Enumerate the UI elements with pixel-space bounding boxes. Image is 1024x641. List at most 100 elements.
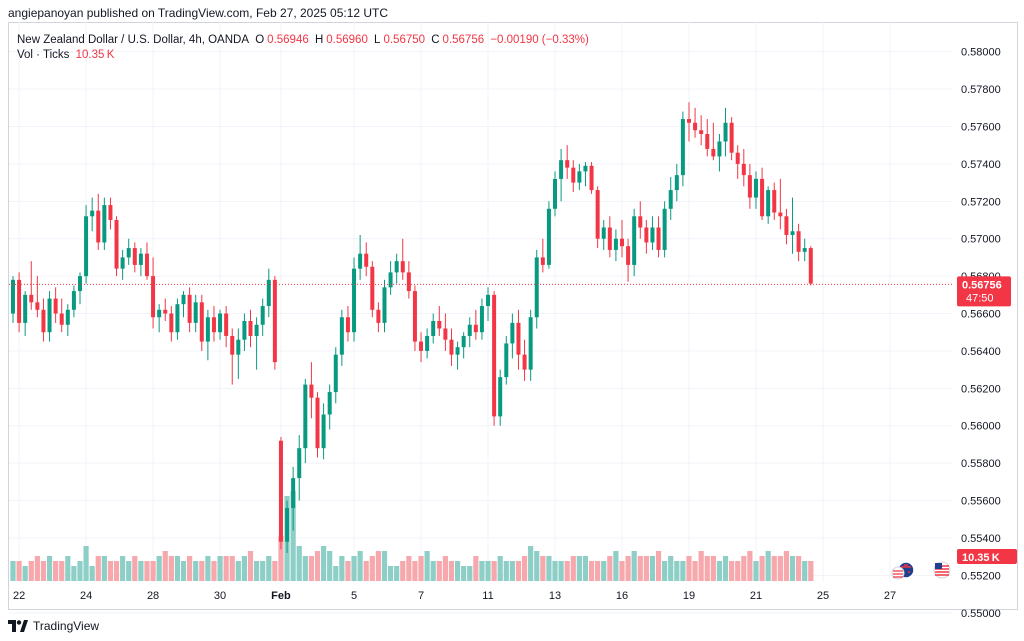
candle-body [236,339,241,355]
volume-bar [753,561,759,581]
candle-body [504,343,509,378]
volume-bar [637,556,643,581]
volume-bar [704,556,710,581]
x-tick-label: 25 [817,590,829,602]
x-tick-label: 21 [750,590,762,602]
volume-badge-label: 10.35 K [962,552,1000,564]
candle-body [108,205,113,221]
candle-body [23,294,28,323]
volume-bar [278,536,284,581]
y-tick-label: 0.57800 [961,84,1001,96]
candle-body [193,302,198,323]
candle-body [668,190,673,209]
candle-body [218,313,223,333]
candle-body [699,130,704,134]
candle-body [345,317,350,333]
volume-bar [497,556,503,581]
volume-bar [771,556,777,581]
volume-bar [46,556,53,581]
volume-bar [710,556,716,581]
candle-body [534,257,539,318]
candle-body [364,253,369,267]
y-tick-label: 0.56200 [961,383,1001,395]
candle-body [138,253,143,265]
candle-body [406,272,411,292]
volume-bar [187,556,193,581]
time-axis[interactable]: 22 24 28 30 Feb 5 7 11 13 16 19 21 25 27 [13,590,896,602]
volume-bar [28,561,34,581]
candle-body [187,294,192,323]
volume-bar [649,556,656,581]
volume-bar [412,561,418,581]
candle-body [285,508,290,542]
volume-bar [808,561,814,581]
volume-bar [156,556,162,581]
x-tick-label: Feb [271,590,291,602]
volume-bar [668,556,674,581]
x-tick-label: 11 [482,590,493,602]
price-axis[interactable]: 0.58000 0.57800 0.57600 0.57400 0.57200 0.570… [961,47,1001,620]
candle-body [321,414,326,449]
candle-body [157,309,162,318]
volume-bar [314,551,321,581]
volume-legend: Vol · Ticks 10.35 K [17,48,592,63]
candle-body [77,276,82,292]
volume-bar [485,561,491,581]
volume-bar [625,556,631,581]
volume-label[interactable]: Vol · Ticks [17,49,70,61]
us-flag-icon [933,561,951,579]
candle-body [400,261,405,273]
candle-body [729,122,734,153]
tradingview-logo-icon[interactable] [8,620,28,632]
candle-body [747,175,752,198]
volume-bar [363,561,369,581]
candle-body [358,253,363,269]
candle-body [473,324,478,333]
candle-body [41,309,46,333]
x-tick-label: 24 [80,590,92,602]
candle-body [120,257,125,269]
candle-body [90,210,95,217]
volume-bar [351,556,357,581]
candle-body [175,304,180,333]
symbol-title[interactable]: New Zealand Dollar / U.S. Dollar, 4h, OA… [17,34,250,46]
volume-bar [662,561,668,581]
volume-bar [193,561,199,581]
x-tick-label: 28 [147,590,159,602]
volume-bars [10,491,814,581]
footer-brand[interactable]: TradingView [33,619,100,633]
candle-body [71,291,76,310]
volume-bar [467,566,473,581]
candle-body [498,377,503,417]
volume-bar [290,491,296,581]
volume-bar [722,556,729,581]
candle-body [486,294,491,307]
volume-bar [607,556,613,581]
volume-bar [34,556,40,581]
candle-body [309,384,314,398]
candle-body [297,448,302,479]
flag-icons[interactable] [891,561,951,580]
candle-body [711,148,716,157]
candle-body [607,227,612,250]
candle-body [224,313,229,336]
volume-bar [205,556,211,581]
volume-bar [375,551,381,581]
candle-body [65,309,70,325]
footer: TradingView [8,617,99,635]
volume-bar [162,551,168,581]
candle-body [114,220,119,269]
candle-body [595,190,600,239]
change-value: −0.00190 (−0.33%) [490,34,589,46]
volume-bar [254,561,260,581]
volume-bar [759,556,765,581]
volume-bar [643,556,649,581]
volume-bar [546,556,552,581]
open-label: O [255,34,265,46]
volume-bar [83,546,89,581]
candle-body [211,317,216,333]
x-tick-label: 19 [683,590,695,602]
volume-bar [564,561,570,581]
volume-bar [619,561,625,581]
